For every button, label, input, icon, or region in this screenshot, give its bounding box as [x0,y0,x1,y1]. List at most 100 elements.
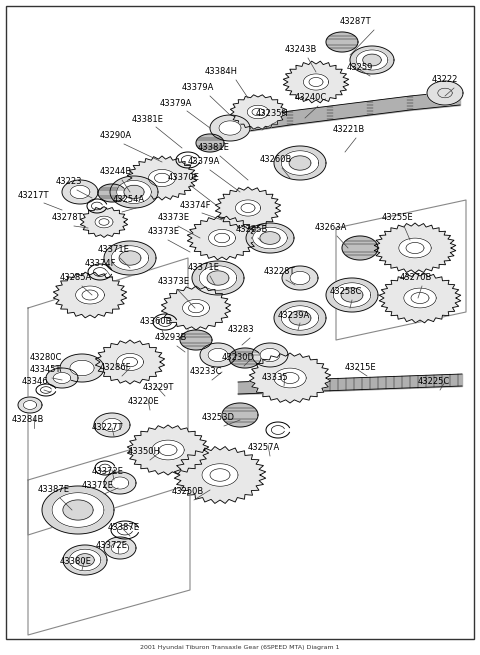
Text: 2001 Hyundai Tiburon Transaxle Gear (6SPEED MTA) Diagram 1: 2001 Hyundai Tiburon Transaxle Gear (6SP… [140,645,340,650]
Text: 43223: 43223 [56,178,83,187]
Text: 43373E: 43373E [158,278,190,286]
Polygon shape [199,266,237,290]
Text: 43220E: 43220E [128,398,160,407]
Text: 43278T: 43278T [52,214,84,223]
Polygon shape [379,273,461,323]
Polygon shape [69,549,101,571]
Polygon shape [374,223,456,273]
Polygon shape [161,286,231,330]
Polygon shape [216,187,281,229]
Polygon shape [70,185,90,198]
Polygon shape [289,156,311,170]
Polygon shape [63,545,107,575]
Text: 43372E: 43372E [92,468,124,476]
Polygon shape [76,286,105,304]
Text: 43254A: 43254A [113,195,145,204]
Text: 43229T: 43229T [143,383,174,392]
Text: 43381E: 43381E [198,143,230,153]
Polygon shape [274,146,326,180]
Polygon shape [333,283,371,307]
Text: 43381E: 43381E [132,115,164,124]
Polygon shape [52,493,104,527]
Polygon shape [260,348,280,362]
Polygon shape [274,368,306,388]
Polygon shape [182,299,209,316]
Text: 43227T: 43227T [92,424,123,432]
Polygon shape [336,200,466,340]
Text: 43250B: 43250B [172,487,204,496]
Text: 43345T: 43345T [30,365,61,375]
Text: 43293B: 43293B [155,333,187,343]
Text: 43346: 43346 [22,377,48,386]
Polygon shape [290,271,310,285]
Polygon shape [222,403,258,427]
Polygon shape [247,105,269,119]
Polygon shape [187,216,257,260]
Polygon shape [341,288,363,302]
Text: 43370E: 43370E [168,172,200,181]
Text: 43228T: 43228T [264,267,296,276]
Polygon shape [102,419,122,432]
Text: 43283: 43283 [228,326,254,335]
Polygon shape [196,134,224,152]
Text: 43259: 43259 [347,64,373,73]
Text: 43217T: 43217T [18,191,49,200]
Polygon shape [76,553,94,567]
Polygon shape [427,81,463,105]
Text: 43265B: 43265B [236,225,268,234]
Text: 43285A: 43285A [60,274,92,282]
Text: 43233C: 43233C [190,367,223,377]
Text: 43258C: 43258C [330,288,362,297]
Polygon shape [124,185,144,198]
Text: 43255E: 43255E [382,214,414,223]
Text: 43372E: 43372E [82,481,114,491]
Polygon shape [404,288,436,308]
Text: 43253D: 43253D [202,413,235,422]
Polygon shape [127,156,197,200]
Text: 43243B: 43243B [285,45,317,54]
Text: 43215E: 43215E [345,364,377,373]
Polygon shape [148,170,176,187]
Polygon shape [111,246,149,271]
Polygon shape [98,184,126,202]
Text: 43374F: 43374F [180,200,212,210]
Polygon shape [104,537,136,559]
Polygon shape [326,32,358,52]
Text: 43244B: 43244B [100,168,132,176]
Polygon shape [235,200,261,216]
Text: 43373E: 43373E [158,214,190,223]
Text: 43350H: 43350H [128,447,161,457]
Text: 43335: 43335 [262,373,288,383]
Polygon shape [253,227,287,249]
Text: 43239A: 43239A [278,310,310,320]
Polygon shape [200,343,236,367]
Text: 43280C: 43280C [30,354,62,362]
Text: 43379A: 43379A [188,157,220,166]
Text: 43260B: 43260B [260,155,292,164]
Polygon shape [208,229,236,246]
Polygon shape [42,486,114,534]
Polygon shape [283,61,348,103]
Text: 43240C: 43240C [295,94,327,102]
Polygon shape [63,500,93,520]
Text: 43387E: 43387E [108,523,140,533]
Polygon shape [70,360,94,376]
Polygon shape [356,50,388,70]
Polygon shape [230,95,286,129]
Polygon shape [210,115,250,141]
Polygon shape [60,354,104,382]
Polygon shape [110,176,158,208]
Text: 43270B: 43270B [400,274,432,282]
Polygon shape [342,236,378,260]
Polygon shape [18,397,42,413]
Polygon shape [260,232,280,244]
Text: 43374F: 43374F [85,259,117,267]
Polygon shape [363,54,381,66]
Text: 43222: 43222 [432,75,458,84]
Text: 43387E: 43387E [38,485,70,495]
Polygon shape [350,46,394,74]
Polygon shape [95,216,113,228]
Polygon shape [28,258,188,535]
Polygon shape [180,330,212,350]
Polygon shape [152,440,184,460]
